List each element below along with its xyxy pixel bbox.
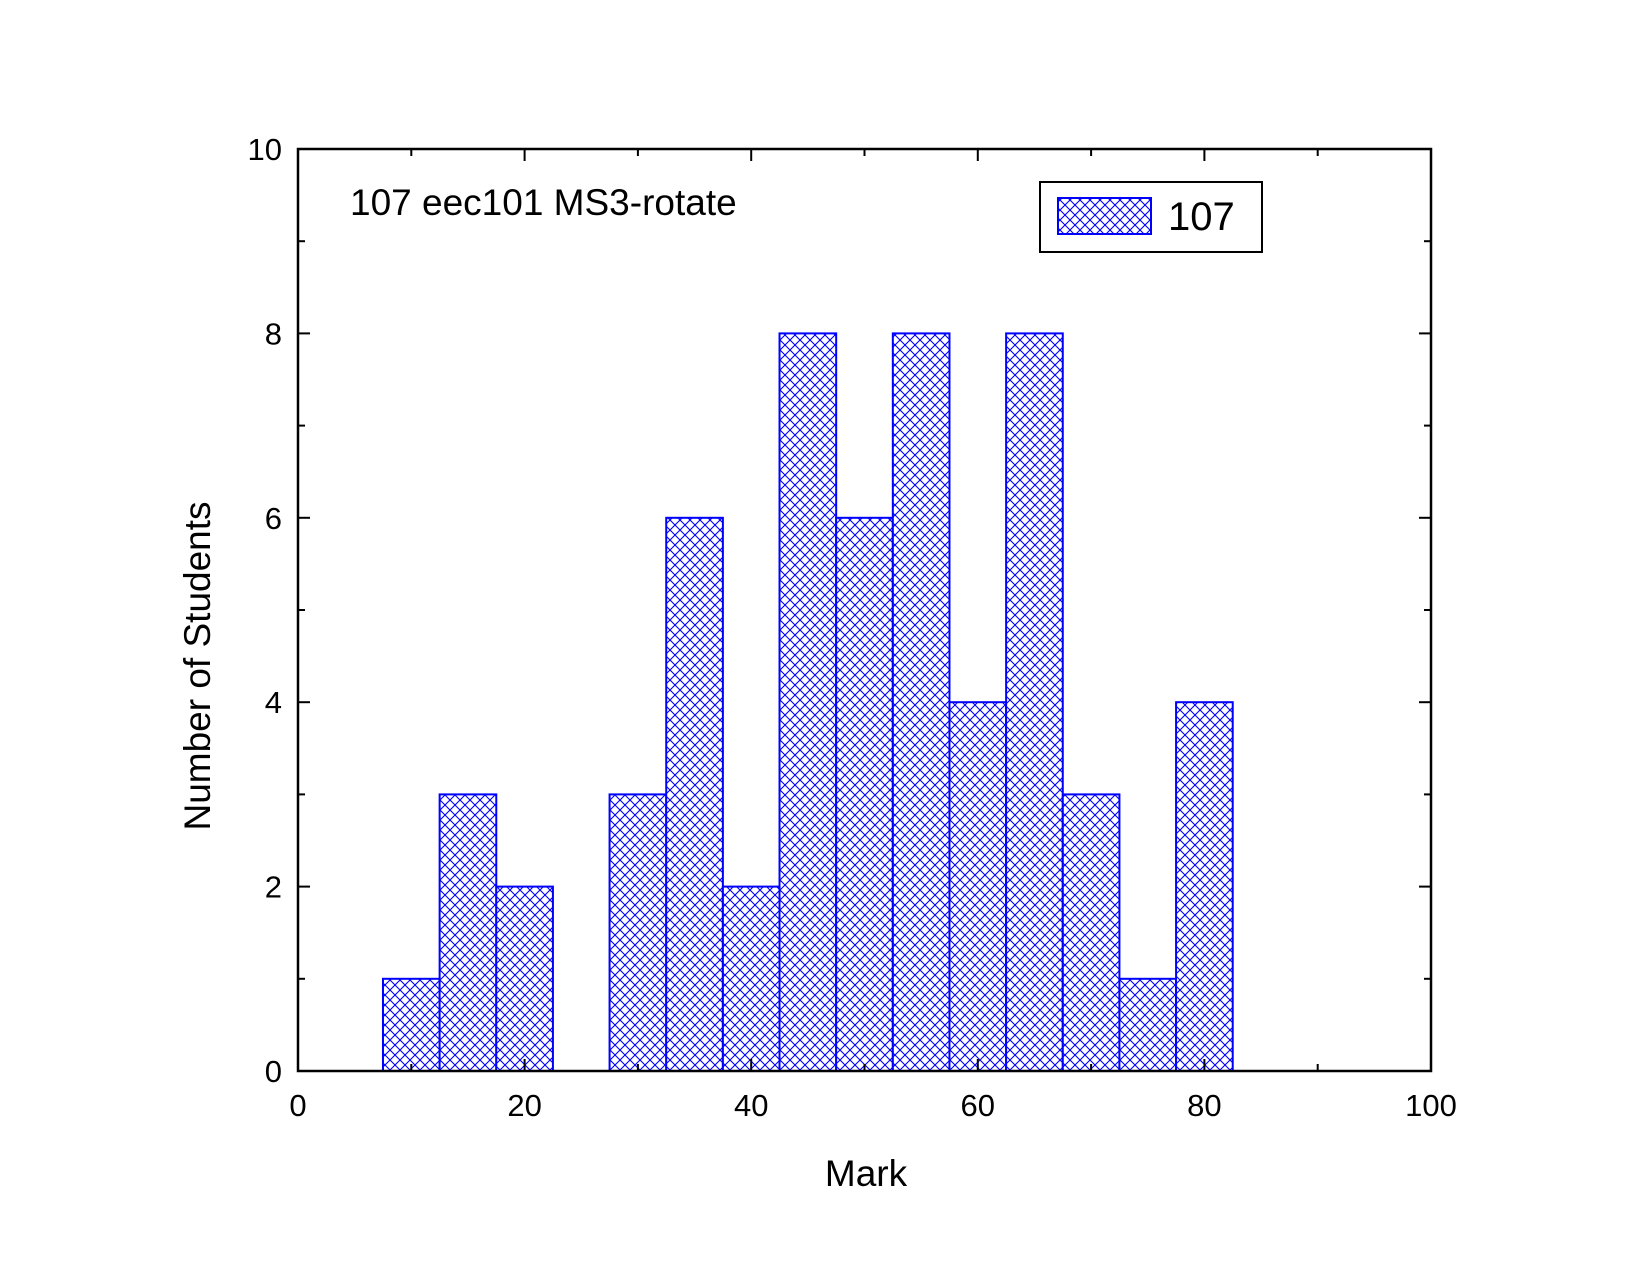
bar: [948, 701, 1008, 1072]
bar: [381, 977, 441, 1072]
y-axis-title: Number of Students: [177, 501, 218, 830]
x-tick-label: 80: [1187, 1088, 1221, 1123]
bar: [778, 332, 838, 1072]
chart-annotation: 107 eec101 MS3-rotate: [350, 182, 737, 223]
x-tick-label: 60: [961, 1088, 995, 1123]
y-tick-label: 8: [265, 316, 282, 351]
y-tick-label: 2: [265, 870, 282, 905]
y-tick-label: 6: [265, 501, 282, 536]
bar: [1175, 701, 1234, 1072]
plot-frame: [296, 147, 1433, 1073]
x-tick-label: 100: [1405, 1088, 1457, 1123]
bar: [495, 885, 554, 1072]
bar: [1118, 977, 1178, 1072]
bars-layer: [381, 332, 1234, 1073]
y-tick-label: 0: [265, 1054, 282, 1089]
ticks-layer: 0 20 40 60 80 100 0 2 4 6 8 10: [248, 132, 1457, 1123]
legend: 107: [1039, 181, 1263, 253]
legend-swatch: [1057, 197, 1152, 235]
bar: [1005, 332, 1064, 1072]
bar: [891, 332, 951, 1072]
bar: [1061, 793, 1121, 1073]
x-tick-label: 20: [507, 1088, 541, 1123]
bar: [438, 793, 498, 1073]
x-tick-label: 0: [289, 1088, 306, 1123]
bar: [721, 885, 781, 1072]
x-tick-label: 40: [734, 1088, 768, 1123]
bar: [608, 793, 668, 1073]
x-axis-title: Mark: [825, 1153, 908, 1194]
y-tick-label: 10: [248, 132, 282, 167]
y-tick-label: 4: [265, 685, 282, 720]
legend-label: 107: [1168, 195, 1235, 239]
bar: [835, 516, 894, 1072]
bar: [665, 516, 724, 1072]
